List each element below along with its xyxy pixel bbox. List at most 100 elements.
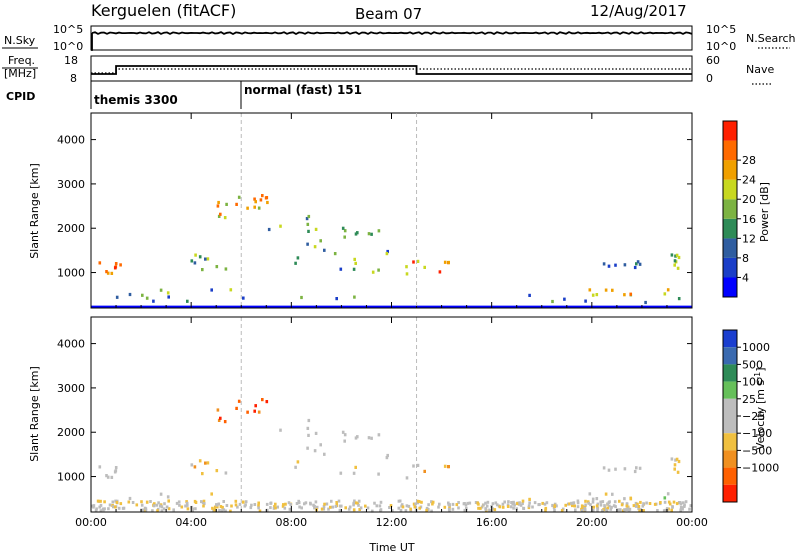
velocity-cell [515,507,518,511]
velocity-cell [501,502,505,506]
velocity-cell [625,504,629,508]
velocity-cell [246,410,249,414]
power-cell [663,292,667,296]
power-cell [166,291,170,295]
velocity-cell [117,506,121,510]
power-cell [644,300,647,305]
power-cell [443,260,447,264]
velocity-cell [314,500,318,504]
velocity-cell [352,471,356,475]
velocity-cell [343,439,346,443]
power-cell [638,262,642,266]
velocity-cell [571,501,575,505]
power-cell [261,194,264,198]
power-cell [405,272,409,276]
colorbar-tick-label: 20 [742,193,756,206]
colorbar-segment [723,416,737,434]
velocity-cell [96,499,100,503]
velocity-cell [185,501,189,505]
velocity-cell [331,505,335,509]
velocity-cell [416,463,420,467]
power-cell [119,263,122,267]
colorbar-segment [723,238,737,258]
freq-line [91,65,692,75]
velocity-cell [398,499,402,503]
velocity-cell [160,505,164,509]
colorbar-segment [723,257,737,278]
power-cell [339,267,343,271]
power-cell [333,252,337,256]
velocity-cell [250,503,253,507]
velocity-cell [202,504,205,508]
velocity-cell [354,465,357,469]
velocity-cell [512,500,515,504]
velocity-cell [457,501,460,504]
velocity-cell [359,506,363,510]
velocity-cell [283,506,287,510]
velocity-cell [625,508,628,511]
colorbar-tick-label: 25 [742,393,756,406]
velocity-cell [279,428,282,432]
power-cell [353,295,356,299]
power-cell [254,200,257,204]
velocity-cell [225,504,229,507]
colorbar-segment [723,364,737,382]
velocity-cell [261,398,264,402]
velocity-cell [253,409,256,413]
velocity-cell [551,503,554,508]
velocity-cell [491,502,495,506]
velocity-cell [676,470,680,474]
colorbar-segment [723,398,737,416]
colorbar-segment [723,381,737,399]
power-cell [623,263,627,267]
velocity-cell [338,508,342,512]
velocity-cell [485,504,489,508]
velocity-cell [659,501,662,504]
power-cell [588,288,592,292]
velocity-cell [258,509,262,513]
power-cell [305,217,309,221]
velocity-cell [198,459,202,463]
velocity-cell [596,508,599,512]
velocity-cell [416,499,419,503]
power-cell [412,260,415,264]
velocity-cell [608,500,611,504]
colorbar-tick-label: 500 [742,358,763,371]
power-cell [186,299,189,303]
velocity-cell [663,500,667,504]
velocity-cell [357,503,360,507]
velocity-cell [289,503,292,506]
power-cell [595,293,599,297]
power-cell [266,200,269,205]
velocity-cell [135,503,139,507]
velocity-cell [688,507,691,511]
velocity-cell [379,500,383,504]
colorbar-segment [723,347,737,365]
power-cell [343,229,347,233]
velocity-cell [378,504,382,508]
power-cell [611,288,614,292]
freq-label-2: [MHz] [4,67,36,80]
velocity-cell [322,507,326,511]
velocity-cell [190,463,194,467]
velocity-cell [571,504,574,508]
velocity-cell [165,505,169,509]
velocity-cell [407,504,411,508]
velocity-cell [511,502,514,506]
velocity-cell [493,508,497,512]
velocity-cell [463,502,466,505]
velocity-cell [616,508,619,512]
velocity-cell [300,506,303,510]
velocity-cell [276,505,279,509]
power-cell [253,197,256,201]
colorbar-segment [723,121,737,141]
velocity-cell [465,506,468,510]
velocity-cell [357,499,361,503]
velocity-cell [507,500,510,504]
velocity-cell [443,505,447,509]
velocity-cell [303,502,306,506]
power-cell [307,229,310,233]
velocity-cell [366,506,370,510]
power-cell [114,266,117,270]
velocity-cell [167,499,170,503]
